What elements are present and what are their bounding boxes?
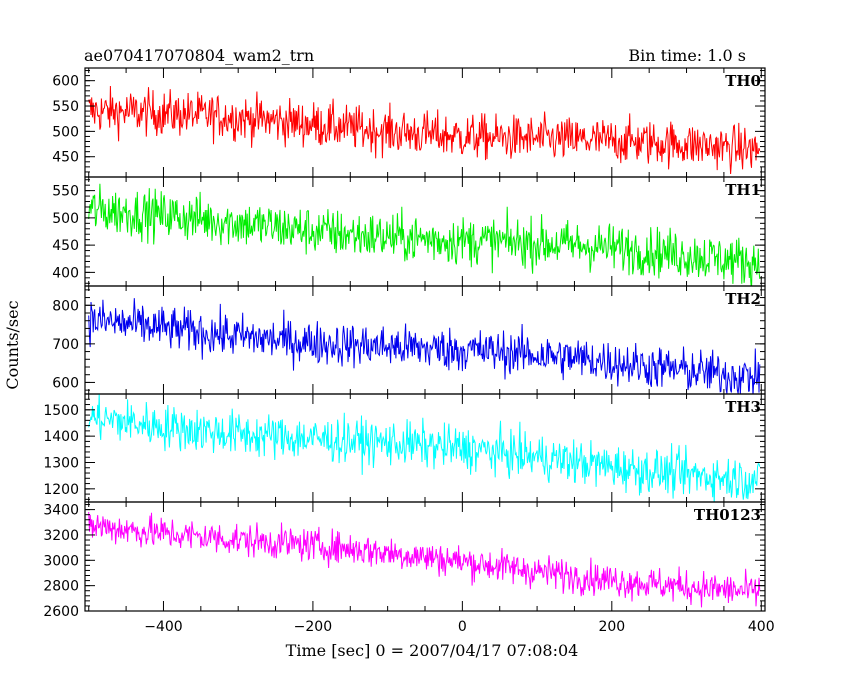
y-tick-label: 600	[52, 74, 79, 90]
panel-th3: 1200 1300 1400 1500 TH3	[43, 393, 766, 503]
x-tick-label: −200	[294, 619, 332, 635]
x-tick-label: 200	[598, 619, 625, 635]
y-tick-label: 450	[52, 150, 79, 166]
series-th0-line	[88, 85, 761, 175]
series-th0123-line	[88, 511, 761, 608]
y-tick-label: 500	[52, 211, 79, 227]
panel-frame	[84, 285, 766, 395]
panel-label-th0: TH0	[725, 72, 761, 90]
panel-th0123: 2600 2800 3000 3200 3400 TH0123	[43, 501, 766, 620]
y-tick-label: 3200	[43, 528, 79, 544]
x-tick-label: −400	[144, 619, 182, 635]
y-tick-label: 500	[52, 124, 79, 140]
y-tick-label: 400	[52, 265, 79, 281]
y-tick-label: 1300	[43, 455, 79, 471]
y-tick-label: 450	[52, 238, 79, 254]
y-tick-label: 2800	[43, 579, 79, 595]
chart-title: ae070417070804_wam2_trn	[84, 46, 314, 65]
panel-label-th3: TH3	[725, 398, 761, 416]
y-tick-label: 3000	[43, 553, 79, 569]
y-tick-label: 700	[52, 337, 79, 353]
y-tick-label: 800	[52, 298, 79, 314]
chart-subtitle: Bin time: 1.0 s	[628, 46, 746, 65]
y-tick-label: 1400	[43, 429, 79, 445]
panels-group: 450 500 550 600 TH0 400 450 500 550 TH1 600 700 800 T…	[43, 67, 766, 620]
y-axis-label: Counts/sec	[3, 300, 22, 389]
y-tick-label: 600	[52, 375, 79, 391]
panel-th2: 600 700 800 TH2	[52, 285, 766, 395]
panel-label-th2: TH2	[725, 290, 761, 308]
panel-label-th0123: TH0123	[694, 506, 761, 524]
x-axis: −400 −200 0 200 400	[144, 619, 774, 635]
panel-th0: 450 500 550 600 TH0	[52, 67, 766, 178]
y-tick-label: 3400	[43, 503, 79, 519]
y-tick-label: 1500	[43, 403, 79, 419]
series-th1-line	[88, 183, 761, 286]
x-axis-label: Time [sec] 0 = 2007/04/17 07:08:04	[286, 641, 579, 660]
series-th3-line	[88, 394, 761, 502]
y-tick-label: 2600	[43, 604, 79, 620]
series-th2-line	[88, 298, 761, 394]
y-tick-label: 550	[52, 184, 79, 200]
panel-th1: 400 450 500 550 TH1	[52, 176, 766, 287]
panel-label-th1: TH1	[725, 181, 761, 199]
x-tick-label: 400	[748, 619, 775, 635]
x-tick-label: 0	[458, 619, 467, 635]
y-tick-label: 550	[52, 99, 79, 115]
y-tick-label: 1200	[43, 482, 79, 498]
